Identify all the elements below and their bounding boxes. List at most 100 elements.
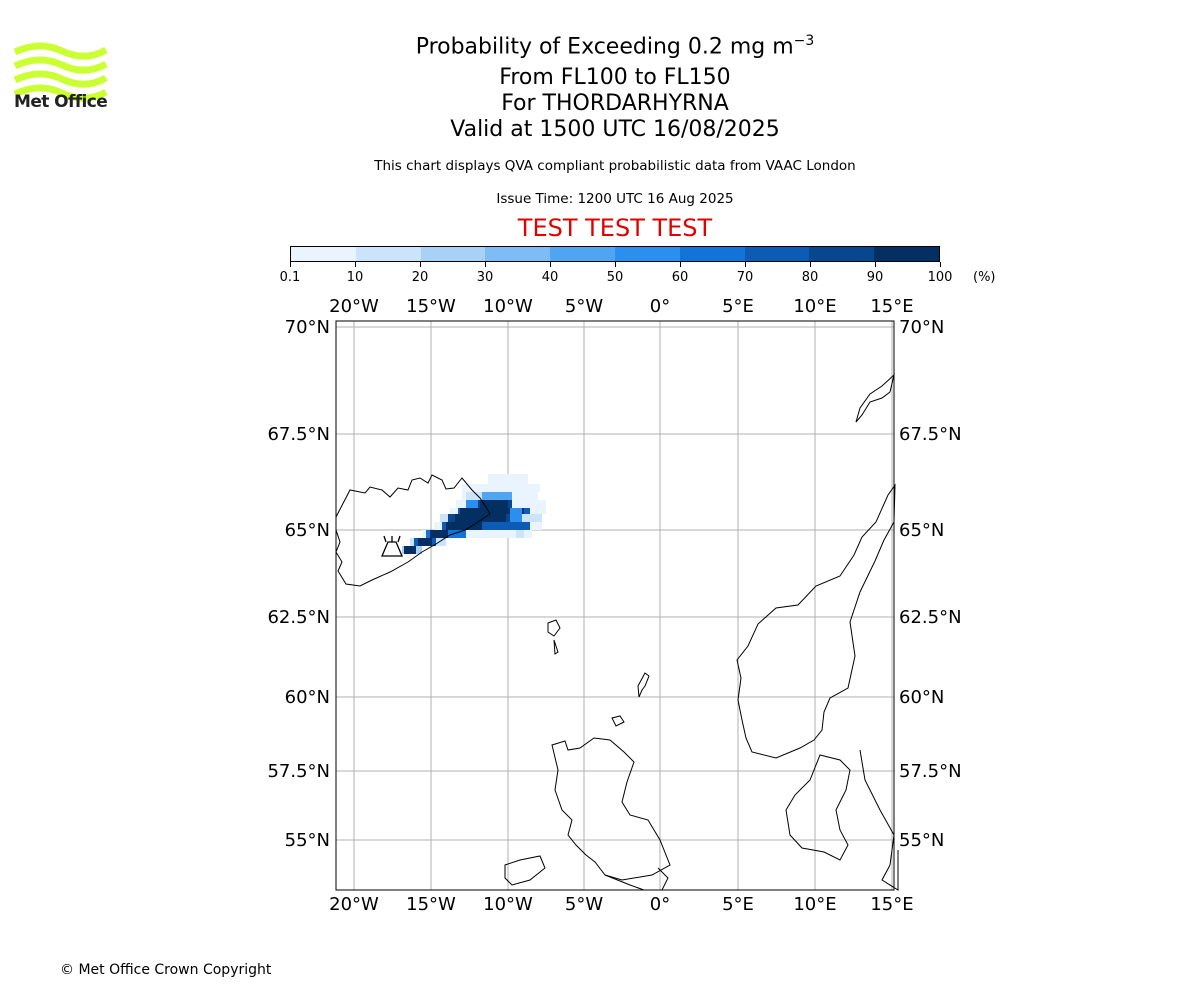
gridlines	[336, 321, 894, 890]
map-panel: 20°W 15°W 10°W 5°W 0° 5°E 10°E 15°E 20°W 15°W 10°…	[267, 296, 962, 915]
longitude-labels-top: 20°W 15°W 10°W 5°W 0° 5°E 10°E 15°E	[329, 296, 913, 317]
longitude-label: 5°E	[722, 296, 754, 317]
colorbar-label: 60	[671, 270, 689, 285]
colorbar-tick	[810, 262, 811, 267]
colorbar-segment	[420, 247, 486, 261]
latitude-label: 67.5°N	[267, 424, 330, 445]
latitude-label: 55°N	[285, 830, 330, 851]
norway-coast	[736, 483, 896, 759]
latitude-labels-left: 70°N 67.5°N 65°N 62.5°N 60°N 57.5°N 55°N	[267, 317, 330, 851]
title-text: Probability of Exceeding 0.2 mg m	[415, 34, 794, 60]
colorbar-label: 70	[736, 270, 754, 285]
latitude-label: 67.5°N	[899, 424, 962, 445]
colorbar-tick	[420, 262, 421, 267]
longitude-label: 15°E	[870, 894, 913, 915]
colorbar-tick	[355, 262, 356, 267]
colorbar-label: 20	[411, 270, 429, 285]
coastlines	[335, 373, 899, 891]
ash-probability-field	[402, 474, 546, 554]
norway-north-coast	[855, 373, 895, 423]
test-banner: TEST TEST TEST	[517, 214, 713, 242]
colorbar-segment	[679, 247, 745, 261]
probability-cell	[422, 530, 532, 538]
probability-cell	[455, 514, 506, 522]
colorbar-segment	[291, 247, 356, 261]
longitude-label: 10°E	[793, 296, 836, 317]
longitude-label: 0°	[650, 296, 670, 317]
volcano-name: For THORDARHYRNA	[501, 91, 729, 116]
logo-wordmark: Met Office	[14, 92, 108, 112]
probability-cell	[516, 530, 524, 538]
probability-cell	[404, 546, 416, 554]
colorbar-tick	[940, 262, 941, 267]
probability-cell	[482, 492, 512, 500]
colorbar-label: 40	[541, 270, 559, 285]
faroe-islands	[547, 619, 561, 655]
valid-time: Valid at 1500 UTC 16/08/2025	[450, 117, 780, 142]
longitude-label: 10°W	[483, 296, 533, 317]
colorbar-tick	[485, 262, 486, 267]
colorbar-segment	[874, 247, 939, 261]
longitude-label: 20°W	[329, 894, 379, 915]
colorbar-segment	[809, 247, 875, 261]
longitude-label: 5°W	[565, 296, 603, 317]
latitude-label: 62.5°N	[267, 607, 330, 628]
probability-cell	[418, 538, 432, 546]
issue-time: Issue Time: 1200 UTC 16 Aug 2025	[496, 191, 734, 207]
longitude-label: 5°W	[565, 894, 603, 915]
latitude-label: 70°N	[285, 317, 330, 338]
latitude-label: 70°N	[899, 317, 944, 338]
colorbar-tick	[875, 262, 876, 267]
latitude-label: 55°N	[899, 830, 944, 851]
longitude-label: 15°E	[870, 296, 913, 317]
latitude-label: 60°N	[899, 687, 944, 708]
colorbar-label: 30	[476, 270, 494, 285]
sweden-coast	[859, 749, 899, 891]
longitude-label: 0°	[650, 894, 670, 915]
colorbar-label: 50	[606, 270, 624, 285]
orkney-islands	[611, 715, 625, 727]
shetland-islands	[637, 672, 650, 698]
colorbar-tick	[550, 262, 551, 267]
longitude-label: 10°E	[793, 894, 836, 915]
volcano-marker	[381, 535, 403, 557]
latitude-label: 57.5°N	[267, 761, 330, 782]
latitude-label: 62.5°N	[899, 607, 962, 628]
chart-title: Probability of Exceeding 0.2 mg m−3	[315, 28, 915, 60]
probability-cell	[442, 522, 530, 530]
latitude-label: 57.5°N	[899, 761, 962, 782]
probability-cell	[510, 508, 522, 522]
colorbar-tick	[290, 262, 291, 267]
colorbar-segment	[550, 247, 615, 261]
probability-cell	[430, 530, 448, 538]
title-superscript: −3	[793, 33, 815, 49]
chart-description: This chart displays QVA compliant probab…	[374, 158, 856, 174]
latitude-label: 60°N	[285, 687, 330, 708]
colorbar-segment	[485, 247, 551, 261]
colorbar-tick	[615, 262, 616, 267]
probability-cell	[462, 484, 540, 492]
latitude-labels-right: 70°N 67.5°N 65°N 62.5°N 60°N 57.5°N 55°N	[899, 317, 962, 851]
probability-cell	[480, 500, 508, 508]
iceland-coast	[335, 474, 491, 587]
probability-cell	[446, 522, 482, 530]
colorbar-label: 100	[927, 270, 953, 285]
denmark-coast	[785, 754, 851, 861]
map-frame	[335, 320, 895, 891]
longitude-label: 15°W	[406, 894, 456, 915]
longitude-label: 5°E	[722, 894, 754, 915]
level-range: From FL100 to FL150	[499, 65, 731, 90]
colorbar-label: 10	[346, 270, 364, 285]
longitude-label: 10°W	[483, 894, 533, 915]
colorbar-tick	[680, 262, 681, 267]
colorbar-segment	[614, 247, 680, 261]
longitude-label: 20°W	[329, 296, 379, 317]
probability-cell	[460, 508, 524, 514]
colorbar-segment	[744, 247, 810, 261]
copyright-notice: © Met Office Crown Copyright	[60, 962, 272, 978]
longitude-labels-bottom: 20°W 15°W 10°W 5°W 0° 5°E 10°E 15°E	[329, 894, 913, 915]
scotland-coast	[551, 737, 671, 881]
colorbar-label: 0.1	[279, 270, 301, 285]
colorbar-label: 90	[866, 270, 884, 285]
colorbar-label: 80	[801, 270, 819, 285]
